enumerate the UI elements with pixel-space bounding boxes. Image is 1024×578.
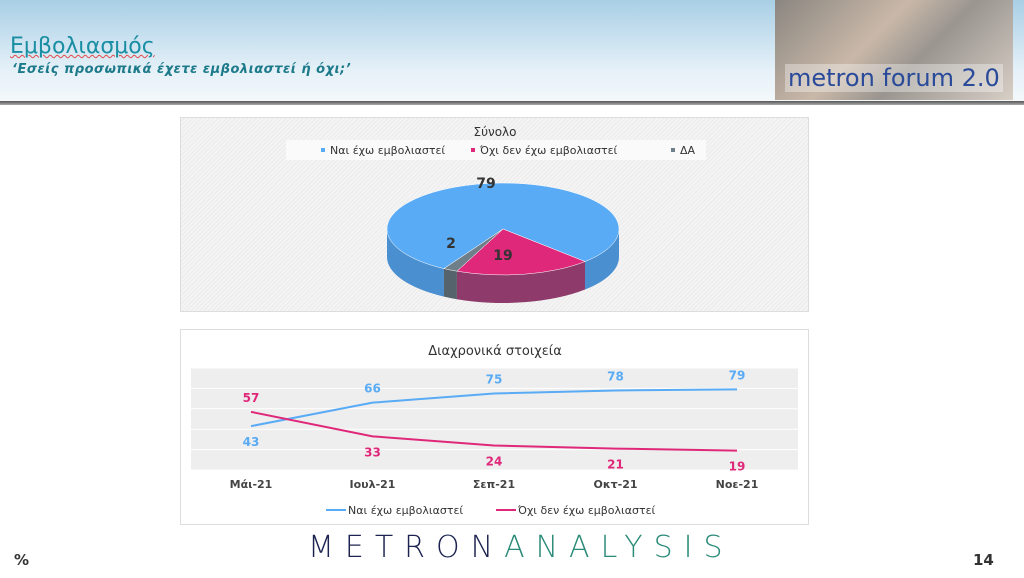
legend-label: Ναι έχω εμβολιαστεί: [330, 144, 445, 157]
data-label: 33: [364, 445, 381, 459]
pie-slice: [386, 182, 620, 269]
data-label: 21: [607, 458, 624, 472]
data-label: 57: [243, 391, 260, 405]
slide-title: Εμβολιασμός: [10, 34, 155, 59]
legend-marker: [471, 148, 475, 152]
pie-slice: [456, 228, 586, 276]
x-tick-label: Νοε-21: [716, 478, 759, 491]
pie-chart-panel: Σύνολο Ναι έχω εμβολιαστεί Όχι δεν έχω εμβ…: [180, 117, 809, 312]
legend-label: Όχι δεν έχω εμβολιαστεί: [517, 504, 656, 517]
data-label: 78: [607, 369, 624, 383]
pie-side: [443, 268, 457, 300]
x-tick-label: Οκτ-21: [593, 478, 637, 491]
data-label: 79: [729, 368, 746, 382]
series-line: [250, 388, 738, 428]
pie-chart: Σύνολο Ναι έχω εμβολιαστεί Όχι δεν έχω εμβ…: [286, 125, 706, 303]
line-title: Διαχρονικά στοιχεία: [428, 344, 562, 359]
x-tick-label: Μάι-21: [230, 478, 273, 491]
legend-label: ΔΑ: [680, 144, 696, 157]
x-tick-label: Ιουλ-21: [350, 478, 396, 491]
brand-part2: ANALYSIS: [504, 530, 734, 565]
pie-side: [585, 229, 619, 290]
logo-text: metron forum 2.0: [785, 64, 1003, 92]
legend-marker: [321, 148, 325, 152]
brand-part1: METRON: [308, 530, 505, 565]
metron-forum-logo: metron forum 2.0: [775, 0, 1013, 100]
page-number: 14: [973, 551, 994, 569]
data-label: 75: [486, 373, 503, 387]
metron-analysis-logo: METRONANALYSIS: [308, 530, 734, 565]
header-divider: [0, 101, 1024, 105]
unit-label: %: [14, 551, 30, 569]
pie-data-label: 79: [476, 176, 495, 192]
x-tick-label: Σεπ-21: [473, 478, 515, 491]
data-label: 24: [486, 455, 503, 469]
pie-data-label: 2: [446, 236, 456, 252]
pie-data-label: 19: [493, 248, 512, 264]
pie-title: Σύνολο: [473, 125, 516, 139]
data-label: 66: [364, 382, 381, 396]
series-line: [250, 410, 738, 452]
legend-marker: [671, 148, 675, 152]
legend-label: Ναι έχω εμβολιαστεί: [348, 504, 463, 517]
line-chart: Διαχρονικά στοιχεία Μάι-21 Ιουλ-21 Σεπ-21 Οκ…: [191, 344, 798, 517]
legend-label: Όχι δεν έχω εμβολιαστεί: [479, 144, 618, 157]
data-label: 19: [729, 460, 746, 474]
line-chart-panel: Διαχρονικά στοιχεία Μάι-21 Ιουλ-21 Σεπ-21 Οκ…: [180, 329, 809, 525]
pie-side: [456, 261, 586, 303]
pie-legend-bg: [286, 140, 706, 160]
pie-side: [387, 229, 444, 297]
data-label: 43: [243, 435, 260, 449]
slide-subtitle: ‘Εσείς προσωπικά έχετε εμβολιαστεί ή όχι…: [12, 62, 352, 77]
pie-slice: [443, 228, 504, 272]
